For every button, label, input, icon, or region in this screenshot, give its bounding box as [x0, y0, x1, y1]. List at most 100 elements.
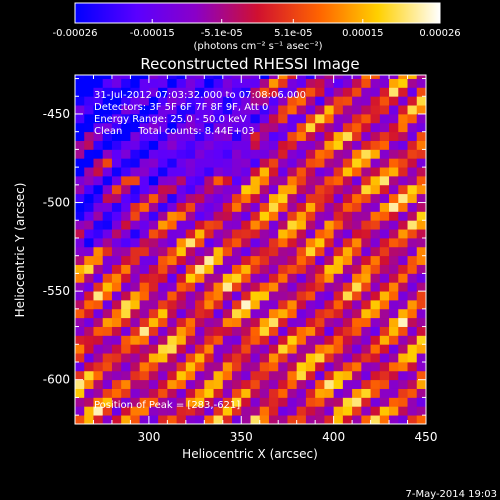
heatmap-cell: [176, 246, 187, 257]
heatmap-cell: [250, 87, 261, 97]
heatmap-cell: [204, 291, 214, 301]
heatmap-cell: [139, 335, 150, 345]
heatmap-cell: [176, 361, 187, 372]
heatmap-cell: [370, 370, 381, 381]
heatmap-cell: [158, 326, 168, 336]
heatmap-cell: [342, 291, 353, 301]
heatmap-cell: [185, 140, 196, 150]
heatmap-cell: [361, 211, 371, 221]
heatmap-cell: [296, 246, 307, 257]
heatmap-cell: [167, 308, 178, 319]
heatmap-cell: [75, 229, 85, 239]
heatmap-cell: [148, 353, 159, 363]
heatmap-cell: [352, 105, 362, 115]
heatmap-cell: [416, 202, 426, 212]
heatmap-cell: [296, 379, 307, 389]
heatmap-cell: [148, 211, 159, 221]
heatmap-cell: [416, 335, 426, 345]
heatmap-cell: [111, 131, 122, 141]
heatmap-cell: [241, 193, 251, 203]
heatmap-cell: [361, 96, 371, 106]
heatmap-cell: [352, 75, 362, 79]
heatmap-cell: [268, 158, 279, 168]
heatmap-cell: [93, 113, 104, 124]
heatmap-cell: [361, 388, 371, 398]
heatmap-cell: [407, 379, 418, 389]
heatmap-cell: [93, 167, 104, 177]
heatmap-cell: [232, 202, 242, 212]
heatmap-cell: [305, 415, 316, 424]
heatmap-cell: [379, 237, 390, 248]
heatmap-cell: [278, 397, 288, 407]
heatmap-cell: [84, 122, 94, 133]
heatmap-cell: [222, 184, 233, 195]
heatmap-cell: [148, 175, 159, 186]
heatmap-cell: [407, 299, 418, 310]
x-axis-label: Heliocentric X (arcsec): [182, 447, 318, 461]
heatmap-cell: [296, 415, 307, 424]
heatmap-cell: [268, 140, 279, 150]
heatmap-cell: [195, 184, 205, 195]
heatmap-cell: [130, 308, 141, 319]
heatmap-cell: [121, 105, 131, 115]
heatmap-cell: [342, 335, 353, 345]
heatmap-cell: [176, 264, 187, 274]
heatmap-cell: [232, 220, 242, 230]
heatmap-cell: [195, 273, 205, 283]
heatmap-cell: [305, 122, 316, 133]
heatmap-cell: [139, 353, 150, 363]
heatmap-cell: [296, 255, 307, 265]
heatmap-cell: [130, 344, 141, 354]
heatmap-cell: [139, 308, 150, 319]
heatmap-cell: [75, 220, 85, 230]
heatmap-cell: [268, 87, 279, 97]
heatmap-cell: [268, 397, 279, 407]
heatmap-cell: [407, 308, 418, 319]
heatmap-cell: [139, 273, 150, 283]
heatmap-cell: [315, 344, 325, 354]
heatmap-cell: [93, 317, 104, 327]
heatmap-cell: [213, 344, 224, 354]
heatmap-cell: [296, 131, 307, 141]
heatmap-cell: [195, 326, 205, 336]
heatmap-cell: [361, 264, 371, 274]
heatmap-cell: [305, 202, 316, 212]
heatmap-cell: [296, 264, 307, 274]
heatmap-cell: [139, 282, 150, 292]
heatmap-cell: [250, 211, 261, 221]
heatmap-cell: [232, 175, 242, 186]
heatmap-cell: [130, 388, 141, 398]
heatmap-cell: [241, 122, 251, 133]
heatmap-cell: [111, 184, 122, 195]
heatmap-cell: [75, 246, 85, 257]
heatmap-cell: [370, 326, 381, 336]
heatmap-cell: [296, 273, 307, 283]
heatmap-cell: [222, 75, 233, 79]
heatmap-cell: [167, 361, 178, 372]
heatmap-cell: [416, 282, 426, 292]
heatmap-cell: [84, 193, 94, 203]
heatmap-cell: [185, 379, 196, 389]
heatmap-cell: [111, 193, 122, 203]
heatmap-cell: [370, 96, 381, 106]
heatmap-cell: [167, 211, 178, 221]
heatmap-cell: [130, 397, 141, 407]
heatmap-cell: [93, 353, 104, 363]
heatmap-cell: [204, 96, 214, 106]
heatmap-cell: [398, 255, 408, 265]
heatmap-cell: [148, 308, 159, 319]
heatmap-cell: [407, 175, 418, 186]
heatmap-cell: [232, 131, 242, 141]
heatmap-cell: [222, 308, 233, 319]
heatmap-cell: [130, 193, 141, 203]
heatmap-cell: [121, 75, 131, 79]
heatmap-cell: [305, 131, 316, 141]
heatmap-cell: [93, 175, 104, 186]
heatmap-cell: [167, 87, 178, 97]
heatmap-cell: [158, 273, 168, 283]
heatmap-cell: [398, 264, 408, 274]
heatmap-cell: [389, 211, 399, 221]
heatmap-cell: [241, 335, 251, 345]
heatmap-cell: [324, 406, 335, 416]
heatmap-cell: [296, 344, 307, 354]
